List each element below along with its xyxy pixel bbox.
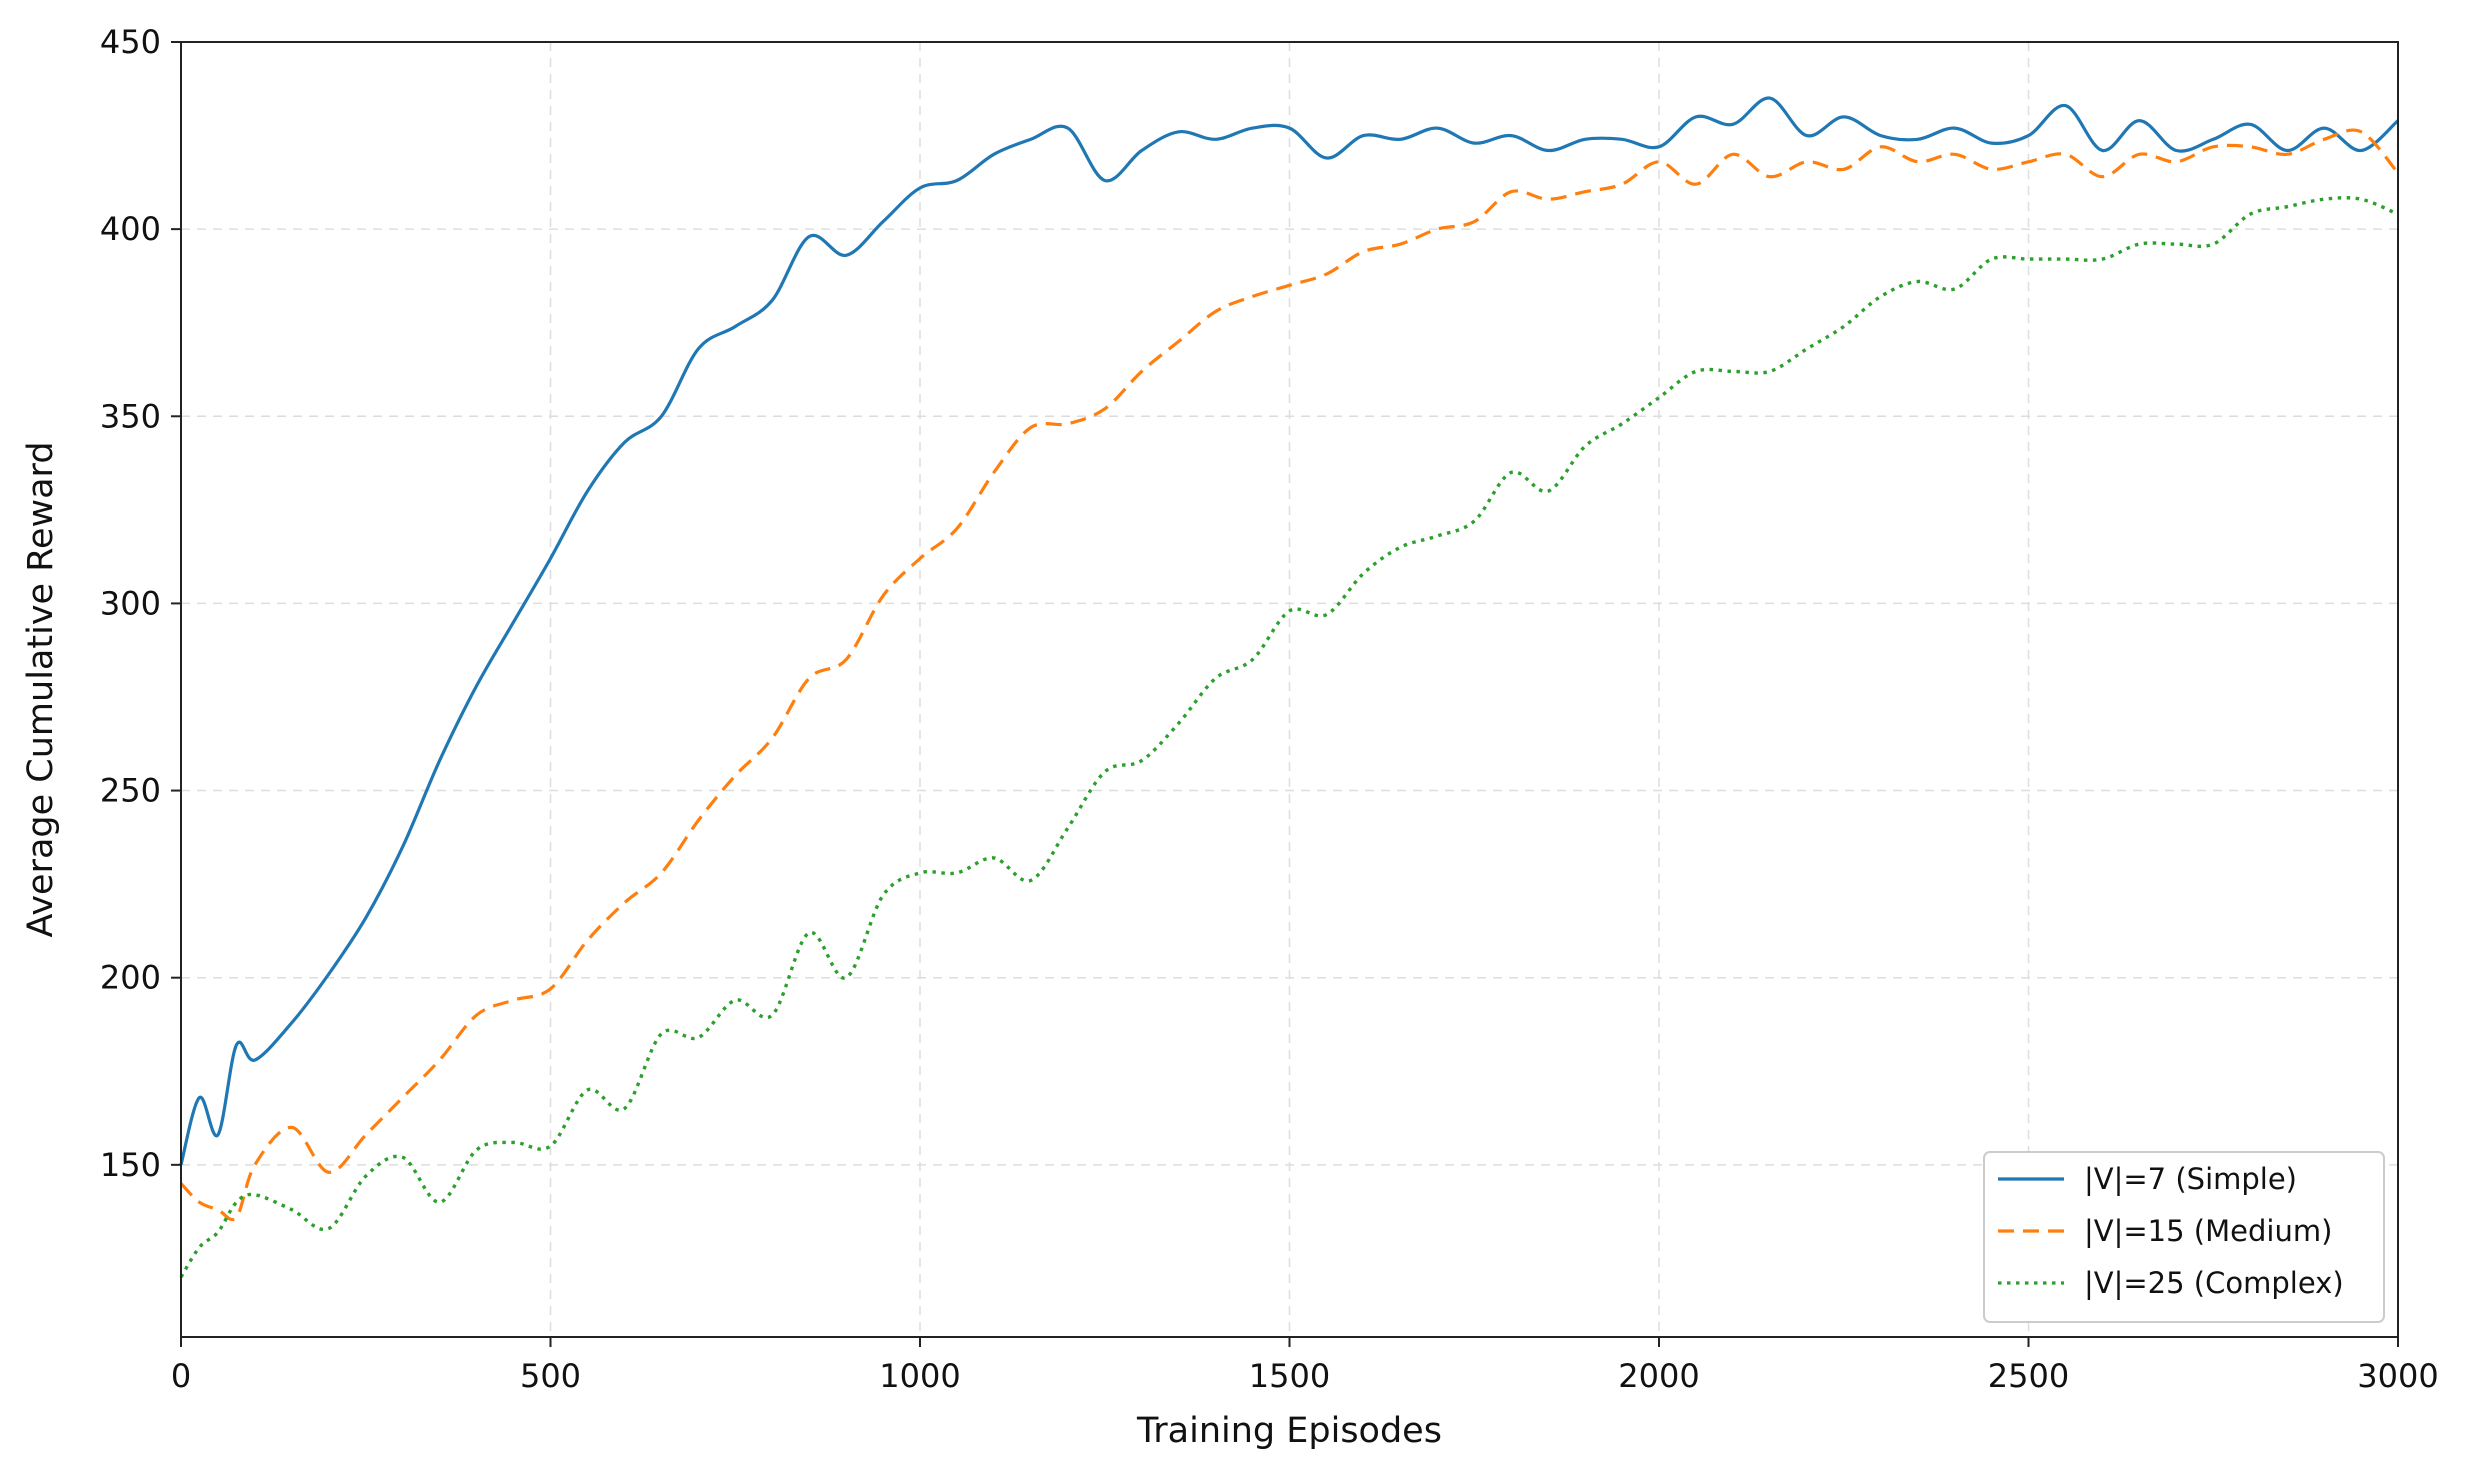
axis-ticks: 0 500 1000 1500 2000 2500 3000 150 200 250 300 350 4… <box>100 23 2439 1395</box>
legend-box <box>1983 1151 2385 1323</box>
y-tick-label: 250 <box>100 772 161 810</box>
y-tick-label: 350 <box>100 397 161 435</box>
legend-label-simple: |V|=7 (Simple) <box>2084 1162 2297 1196</box>
y-tick-label: 300 <box>100 584 161 622</box>
x-tick-label: 1000 <box>879 1357 960 1395</box>
y-tick-label: 150 <box>100 1146 161 1184</box>
x-tick-label: 3000 <box>2357 1357 2438 1395</box>
x-tick-label: 2000 <box>1618 1357 1699 1395</box>
x-tick-label: 2500 <box>1988 1357 2069 1395</box>
y-tick-label: 400 <box>100 210 161 248</box>
series-layer <box>179 96 2400 1278</box>
series-line-simple <box>179 96 2400 1166</box>
x-tick-label: 0 <box>171 1357 191 1395</box>
y-axis-label: Average Cumulative Reward <box>21 441 61 937</box>
x-axis-label: Training Episodes <box>1136 1411 1442 1451</box>
x-tick-label: 500 <box>520 1357 581 1395</box>
x-tick-label: 1500 <box>1249 1357 1330 1395</box>
legend: |V|=7 (Simple) |V|=15 (Medium) |V|=25 (C… <box>1983 1151 2385 1323</box>
legend-label-complex: |V|=25 (Complex) <box>2084 1266 2344 1300</box>
legend-label-medium: |V|=15 (Medium) <box>2084 1214 2332 1248</box>
series-line-complex <box>179 196 2399 1278</box>
y-tick-label: 200 <box>100 959 161 997</box>
y-tick-label: 450 <box>100 23 161 61</box>
